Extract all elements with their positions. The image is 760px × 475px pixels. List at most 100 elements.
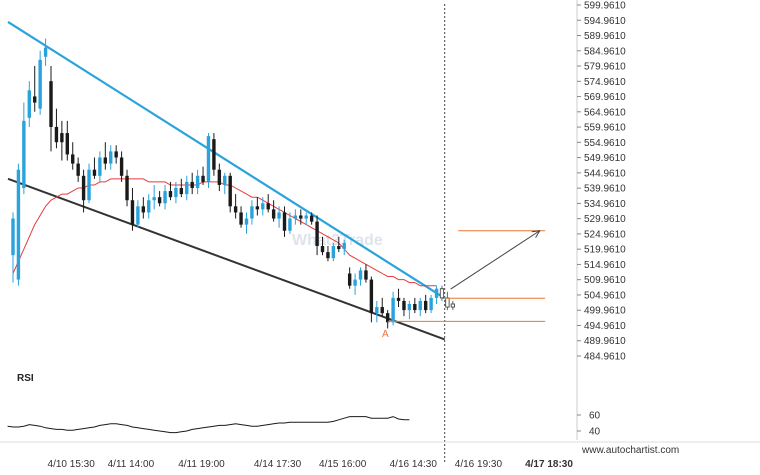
- candle: [152, 184, 156, 210]
- candle-body: [206, 136, 211, 182]
- candle-body: [413, 303, 417, 311]
- candle-body: [27, 90, 31, 118]
- candle: [320, 236, 325, 256]
- candle: [261, 197, 265, 216]
- candle: [71, 142, 75, 170]
- candle: [163, 184, 167, 210]
- candle-body: [147, 200, 151, 213]
- candle-body: [163, 191, 167, 204]
- candle-body: [16, 169, 21, 280]
- candle-body: [109, 151, 113, 164]
- candle: [391, 291, 395, 326]
- candle: [255, 197, 260, 216]
- candle: [250, 200, 254, 225]
- candle: [277, 206, 281, 228]
- y-tick-label: 509.9610: [584, 275, 626, 286]
- candle: [244, 212, 249, 234]
- y-tick-label: 559.9610: [584, 123, 626, 134]
- candle-body: [65, 133, 69, 155]
- candle-body: [320, 246, 325, 253]
- candle-body: [54, 126, 59, 143]
- candle-body: [81, 175, 86, 201]
- candle: [136, 200, 140, 228]
- candle: [369, 276, 374, 323]
- candle-body: [212, 139, 216, 170]
- candle-body: [152, 197, 156, 201]
- candle: [358, 267, 363, 286]
- candle: [331, 242, 336, 262]
- candle: [114, 145, 118, 164]
- candle: [375, 300, 379, 323]
- candle: [445, 291, 450, 311]
- candle: [439, 285, 445, 301]
- candle-body: [114, 151, 118, 158]
- candle: [450, 300, 455, 311]
- candle-body: [396, 297, 401, 301]
- x-tick-label: 4/11 14:00: [108, 459, 155, 470]
- candle: [239, 206, 243, 228]
- candle-body: [125, 175, 129, 201]
- y-tick-label: 494.9610: [584, 321, 626, 332]
- candle-body: [22, 120, 26, 189]
- candle-body: [347, 273, 352, 286]
- y-tick-label: 524.9610: [584, 229, 626, 240]
- candle-body: [223, 175, 227, 185]
- candle-body: [11, 218, 15, 256]
- rsi-panel: RSI 60 40: [7, 373, 601, 438]
- candle: [125, 169, 129, 207]
- rsi-tick-label: 40: [589, 427, 601, 438]
- candle-body: [71, 154, 75, 164]
- y-tick-label: 564.9610: [584, 107, 626, 118]
- forecast-arrow-line: [450, 230, 540, 290]
- y-tick-label: 569.9610: [584, 92, 626, 103]
- candle: [168, 181, 173, 201]
- candle-body: [98, 157, 102, 176]
- candle-body: [168, 191, 173, 198]
- x-tick-label: 4/15 16:00: [319, 459, 367, 470]
- candle: [81, 169, 86, 213]
- candle: [293, 209, 298, 225]
- candle-body: [315, 221, 319, 247]
- y-tick-label: 549.9610: [584, 153, 626, 164]
- candle-body: [174, 188, 178, 198]
- candle: [98, 151, 102, 182]
- candle-body: [358, 270, 363, 280]
- candle-body: [337, 246, 341, 250]
- candle: [201, 166, 205, 185]
- candle-body: [309, 215, 314, 222]
- candle: [380, 297, 384, 317]
- candle-body: [179, 188, 184, 195]
- candle: [54, 108, 59, 149]
- candle-body: [60, 133, 64, 143]
- y-tick-label: 554.9610: [584, 138, 626, 149]
- candle: [147, 194, 151, 219]
- candle-body: [141, 206, 146, 213]
- y-tick-label: 484.9610: [584, 352, 626, 363]
- candle-body: [239, 212, 243, 225]
- candle: [92, 157, 97, 179]
- candle: [304, 212, 308, 225]
- candle: [103, 142, 108, 170]
- y-axis: 599.9610 594.9610 589.9610 584.9610 579.9610…: [577, 1, 626, 363]
- candle: [299, 209, 303, 225]
- candle: [38, 50, 42, 115]
- candle: [271, 200, 276, 222]
- candle-body: [261, 203, 265, 210]
- candle-body: [217, 169, 222, 185]
- candle: [119, 151, 124, 182]
- candle-body: [271, 209, 276, 219]
- y-tick-label: 539.9610: [584, 184, 626, 195]
- candle-body: [439, 288, 445, 299]
- candle: [212, 133, 216, 176]
- candle: [76, 157, 80, 182]
- candle: [266, 194, 270, 213]
- candle: [315, 215, 319, 256]
- candle-body: [233, 206, 238, 213]
- y-tick-label: 594.9610: [584, 16, 626, 27]
- candle-body: [49, 81, 53, 127]
- rsi-line: [7, 416, 410, 434]
- candle-body: [385, 313, 390, 323]
- y-tick-label: 534.9610: [584, 199, 626, 210]
- candle: [233, 194, 238, 219]
